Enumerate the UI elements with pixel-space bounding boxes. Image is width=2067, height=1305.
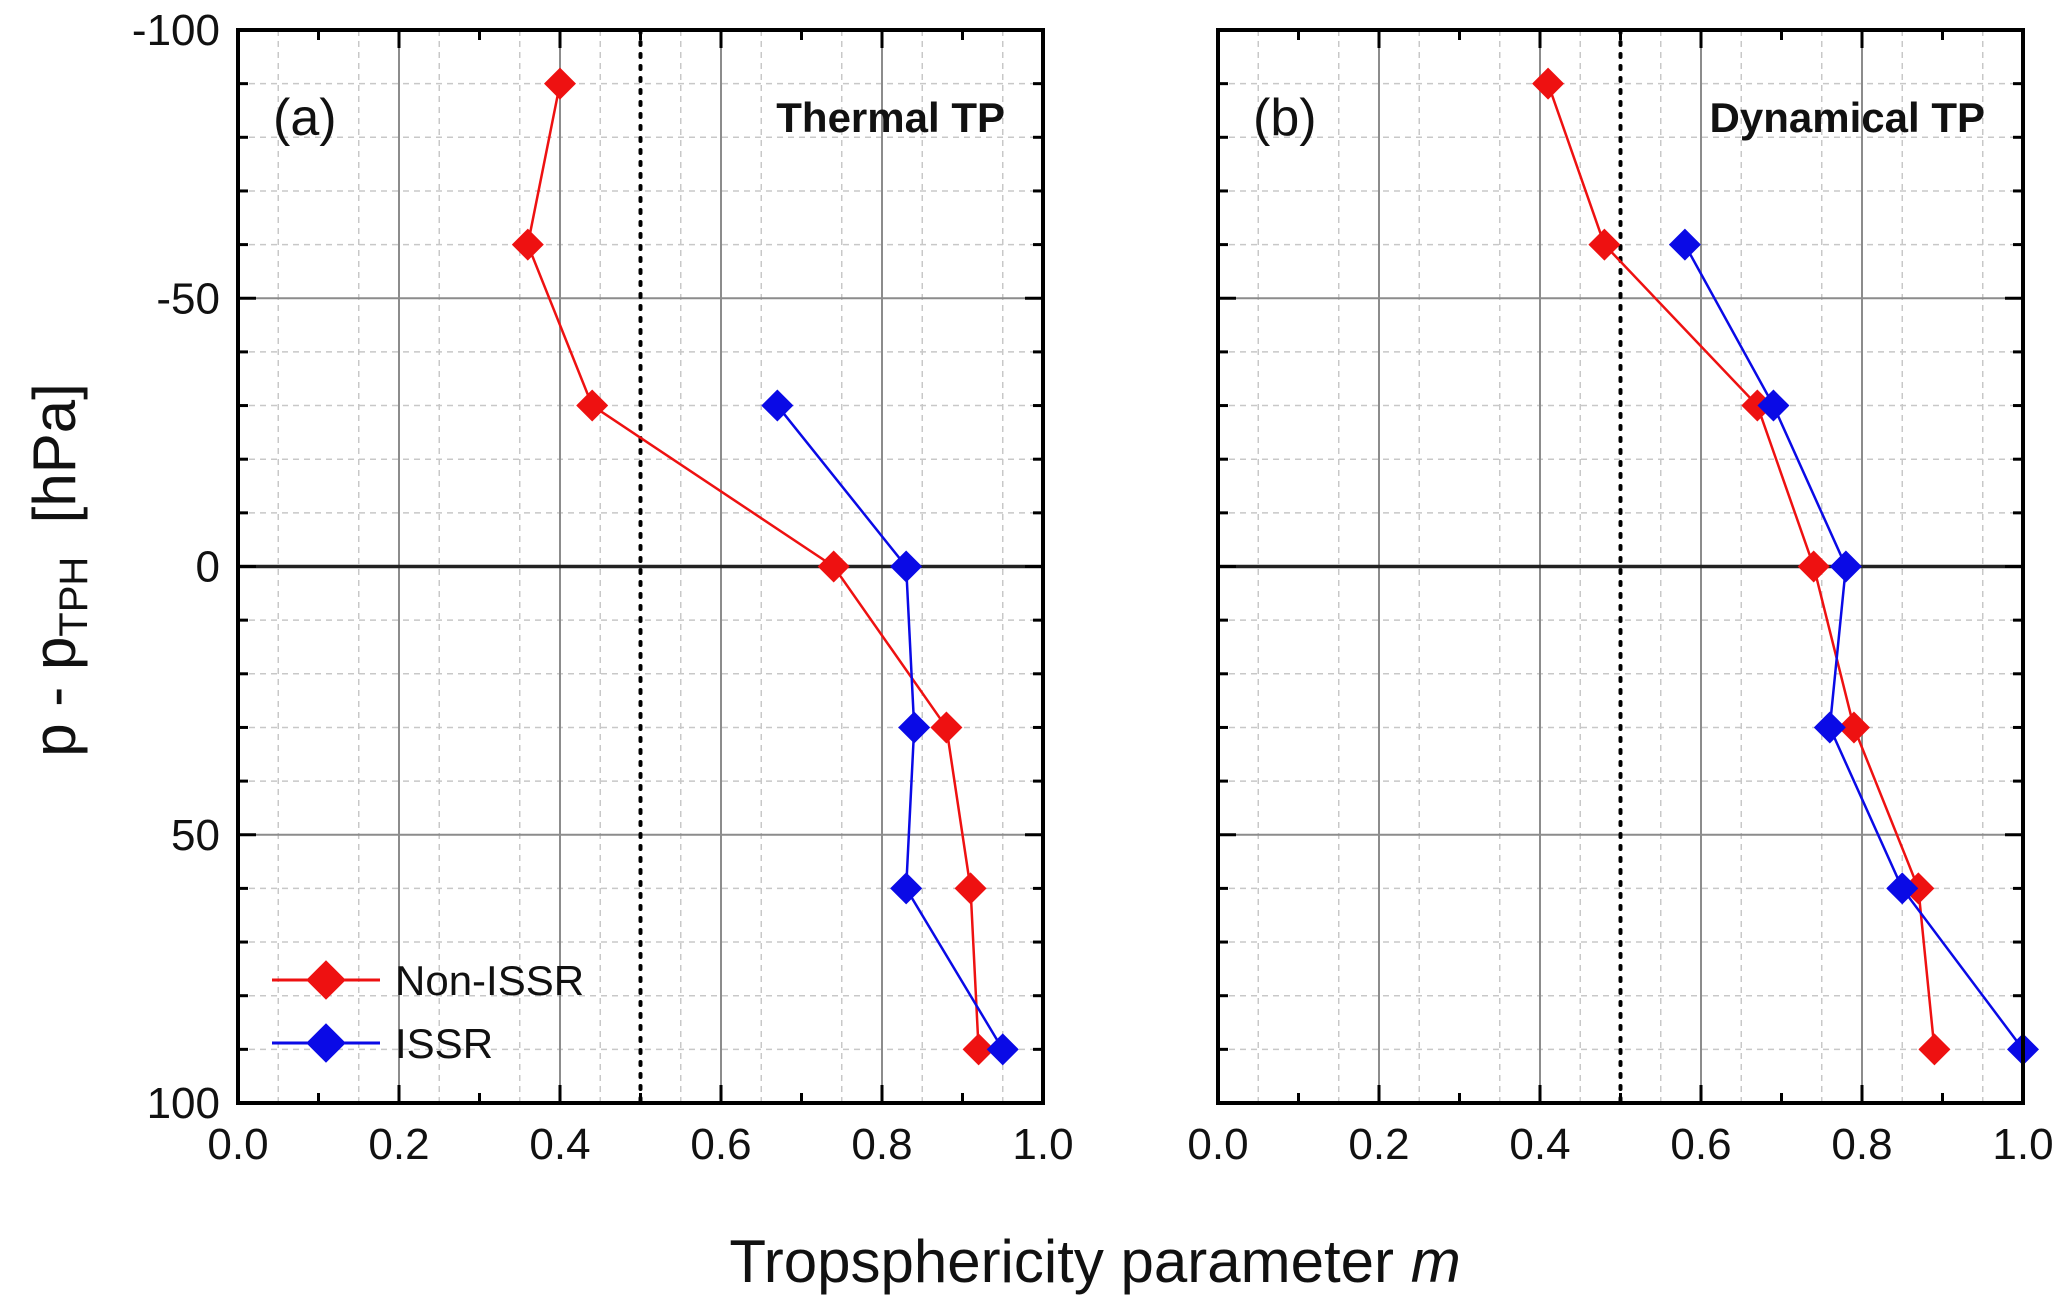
x-tick-label: 0.4	[529, 1120, 590, 1169]
y-axis-title: p - pTPH [hPa]	[21, 383, 96, 757]
data-point-non-issr	[962, 1033, 995, 1066]
y-tick-label: -50	[156, 274, 220, 323]
data-point-issr	[986, 1033, 1019, 1066]
data-point-non-issr	[930, 711, 963, 744]
x-tick-label: 1.0	[1012, 1120, 1073, 1169]
x-tick-label: 0.2	[1348, 1120, 1409, 1169]
data-point-non-issr	[817, 550, 850, 583]
data-point-issr	[1813, 711, 1846, 744]
data-point-non-issr	[1797, 550, 1830, 583]
data-point-non-issr	[1532, 67, 1565, 100]
x-tick-label: 0.8	[851, 1120, 912, 1169]
series-line-issr	[1683, 243, 2024, 1051]
y-tick-label: 0	[196, 543, 220, 592]
data-point-issr	[890, 872, 923, 905]
x-tick-label: 0.4	[1509, 1120, 1570, 1169]
data-point-issr	[1757, 389, 1790, 422]
x-axis-title: Tropsphericity parameter m	[729, 1228, 1460, 1295]
plot-frame	[236, 28, 1045, 1105]
data-point-non-issr	[1902, 872, 1935, 905]
data-point-non-issr	[576, 389, 609, 422]
panel-a: 0.0 0.2 0.4 0.6 0.8 1.0 -100 -50 0 50 100 (a) Therma…	[132, 6, 1074, 1169]
data-point-non-issr	[1918, 1033, 1951, 1066]
plot-frame	[1216, 28, 2025, 1105]
legend: Non-ISSR ISSR	[272, 957, 584, 1067]
data-point-non-issr	[1588, 228, 1621, 261]
data-point-issr	[761, 389, 794, 422]
data-point-issr	[1829, 550, 1862, 583]
x-tick-label: 0.8	[1831, 1120, 1892, 1169]
y-tick-label: 100	[147, 1079, 220, 1128]
y-tick-label: -100	[132, 6, 220, 55]
data-point-issr	[890, 550, 923, 583]
x-axis-title-var: m	[1411, 1228, 1461, 1295]
data-point-non-issr	[1837, 711, 1870, 744]
y-axis-title-unit: [hPa]	[21, 383, 88, 556]
legend-marker-issr	[306, 1023, 346, 1063]
data-point-non-issr	[954, 872, 987, 905]
panel-title: Thermal TP	[776, 94, 1005, 141]
data-point-issr	[1886, 872, 1919, 905]
x-tick-label: 0.2	[368, 1120, 429, 1169]
legend-item-non-issr: Non-ISSR	[272, 957, 584, 1004]
legend-label-non-issr: Non-ISSR	[395, 957, 584, 1004]
data-point-non-issr	[511, 228, 544, 261]
x-tick-label: 0.6	[1670, 1120, 1731, 1169]
data-point-non-issr	[1741, 389, 1774, 422]
panel-title: Dynamical TP	[1710, 94, 1985, 141]
y-tick-label: 50	[171, 811, 220, 860]
x-axis-title-text: Tropsphericity parameter	[729, 1228, 1410, 1295]
legend-item-issr: ISSR	[272, 1020, 493, 1067]
x-tick-label: 0.0	[207, 1120, 268, 1169]
legend-label-issr: ISSR	[395, 1020, 493, 1067]
panel-b: 0.0 0.2 0.4 0.6 0.8 1.0 (b) Dynamical TP	[1187, 28, 2054, 1169]
y-axis-title-sub: TPH	[52, 557, 96, 637]
data-point-non-issr	[544, 67, 576, 100]
panel-label: (b)	[1253, 89, 1317, 147]
y-axis-title-main: p - p	[21, 637, 88, 757]
x-tick-label: 0.6	[690, 1120, 751, 1169]
panel-label: (a)	[273, 89, 337, 147]
data-point-issr	[898, 711, 931, 744]
data-point-issr	[1668, 228, 1701, 261]
legend-marker-non-issr	[306, 960, 346, 1000]
x-tick-label: 0.0	[1187, 1120, 1248, 1169]
x-tick-label: 1.0	[1992, 1120, 2053, 1169]
